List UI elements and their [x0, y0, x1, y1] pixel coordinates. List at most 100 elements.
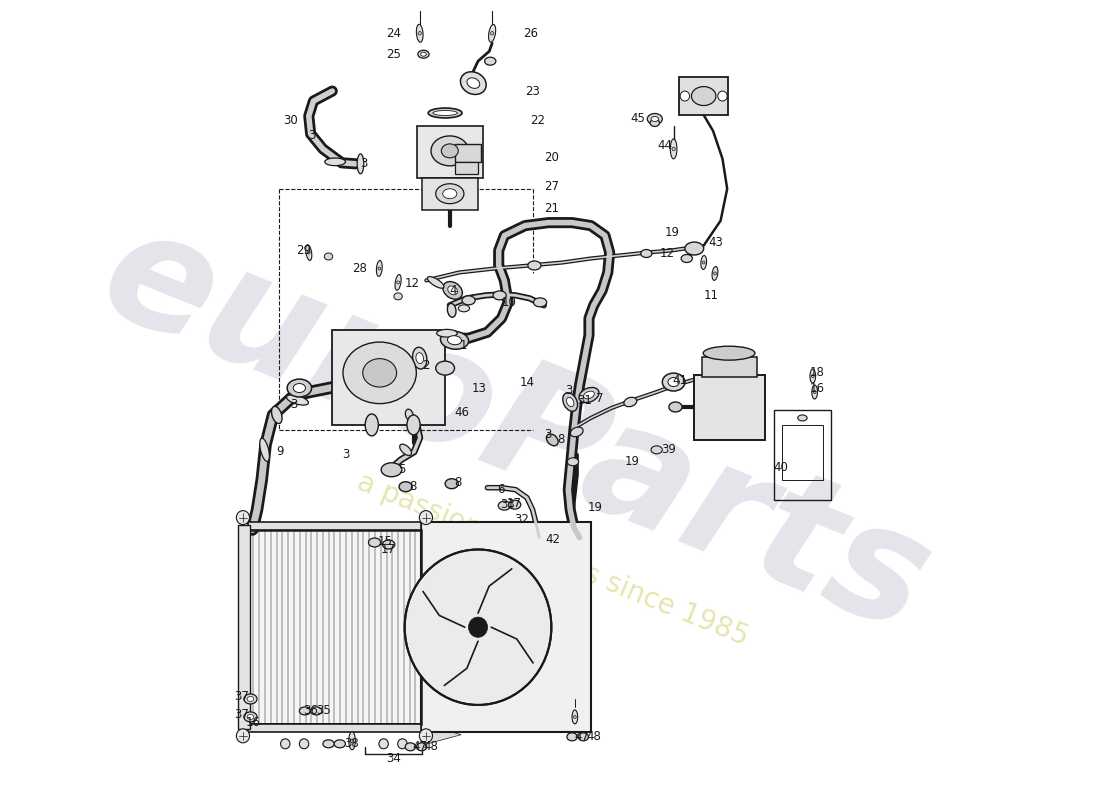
Text: 44: 44 [658, 139, 673, 152]
Ellipse shape [398, 739, 407, 749]
Polygon shape [421, 551, 461, 573]
Ellipse shape [670, 139, 676, 159]
Text: 47: 47 [575, 730, 590, 743]
Ellipse shape [579, 387, 600, 402]
Bar [679, 77, 728, 115]
Bar [332, 330, 446, 425]
Ellipse shape [299, 739, 309, 749]
Text: 1: 1 [459, 338, 466, 352]
Text: 19: 19 [625, 455, 640, 468]
Ellipse shape [405, 743, 416, 750]
Text: a passion for parts since 1985: a passion for parts since 1985 [353, 468, 754, 651]
Circle shape [236, 729, 250, 743]
Ellipse shape [376, 261, 382, 277]
Ellipse shape [428, 108, 462, 118]
Text: 16: 16 [810, 382, 825, 394]
Ellipse shape [395, 274, 402, 290]
Ellipse shape [650, 119, 660, 126]
Text: 21: 21 [543, 202, 559, 215]
Ellipse shape [563, 393, 578, 411]
Text: 5: 5 [398, 463, 406, 476]
Ellipse shape [498, 501, 510, 510]
Bar [454, 144, 481, 162]
Circle shape [680, 91, 690, 101]
Ellipse shape [443, 189, 456, 198]
Text: 19: 19 [588, 501, 603, 514]
Text: 8: 8 [454, 476, 462, 490]
Ellipse shape [433, 110, 458, 115]
Ellipse shape [692, 86, 716, 106]
Ellipse shape [579, 733, 588, 741]
Text: 4: 4 [450, 284, 458, 297]
Ellipse shape [394, 293, 403, 300]
Polygon shape [421, 594, 461, 616]
Text: 18: 18 [810, 366, 825, 378]
Ellipse shape [382, 462, 402, 477]
Ellipse shape [431, 136, 469, 166]
Text: 28: 28 [352, 262, 367, 275]
Ellipse shape [248, 714, 254, 719]
Text: 45: 45 [630, 113, 646, 126]
Ellipse shape [248, 697, 254, 702]
Text: 20: 20 [543, 151, 559, 164]
Text: 3: 3 [342, 448, 350, 462]
Ellipse shape [712, 266, 718, 280]
Ellipse shape [812, 385, 817, 399]
Circle shape [469, 617, 487, 638]
Text: 48: 48 [424, 740, 439, 754]
Ellipse shape [428, 277, 444, 288]
Ellipse shape [358, 154, 364, 174]
Text: 11: 11 [704, 289, 718, 302]
Circle shape [813, 390, 816, 394]
Polygon shape [421, 616, 461, 638]
Ellipse shape [416, 353, 424, 363]
Text: 9: 9 [276, 446, 284, 458]
Ellipse shape [534, 298, 547, 307]
Ellipse shape [437, 330, 458, 337]
Ellipse shape [571, 427, 583, 437]
Bar [774, 410, 830, 500]
Text: 12: 12 [660, 247, 674, 260]
Text: 2: 2 [421, 358, 429, 372]
Circle shape [714, 272, 716, 275]
Ellipse shape [324, 253, 332, 260]
Circle shape [702, 261, 705, 264]
Bar [454, 162, 478, 174]
Circle shape [812, 374, 814, 378]
Ellipse shape [412, 347, 427, 369]
Circle shape [718, 91, 727, 101]
Circle shape [351, 739, 354, 742]
Text: 8: 8 [409, 480, 417, 493]
Circle shape [397, 281, 399, 284]
Ellipse shape [461, 72, 486, 94]
Ellipse shape [584, 391, 594, 399]
Text: 37: 37 [234, 709, 250, 722]
Ellipse shape [446, 478, 459, 489]
Ellipse shape [294, 383, 306, 393]
Ellipse shape [568, 458, 579, 466]
Ellipse shape [448, 286, 458, 294]
Polygon shape [421, 530, 461, 551]
Ellipse shape [287, 379, 311, 397]
Text: 16: 16 [245, 716, 261, 730]
Ellipse shape [436, 361, 454, 375]
Polygon shape [421, 573, 461, 594]
Ellipse shape [244, 712, 257, 722]
Bar [694, 375, 764, 440]
Polygon shape [421, 702, 461, 724]
Text: 19: 19 [664, 226, 679, 239]
Ellipse shape [448, 336, 462, 345]
Text: 27: 27 [543, 180, 559, 194]
Bar [248, 530, 421, 724]
Circle shape [419, 510, 432, 525]
Ellipse shape [407, 415, 420, 435]
Text: 17: 17 [506, 497, 521, 510]
Text: 3: 3 [290, 398, 297, 411]
Ellipse shape [272, 406, 282, 423]
Ellipse shape [418, 50, 429, 58]
Ellipse shape [343, 342, 416, 404]
Ellipse shape [493, 291, 506, 300]
Ellipse shape [323, 740, 334, 748]
Text: 37: 37 [234, 690, 250, 703]
Bar [248, 522, 421, 530]
